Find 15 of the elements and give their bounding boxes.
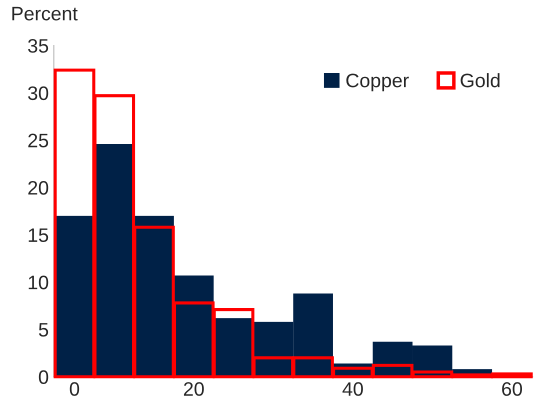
y-tick-label: 0 xyxy=(38,370,48,384)
x-tick-label: 0 xyxy=(70,382,80,396)
y-axis-title: Percent xyxy=(12,6,78,20)
x-tick-label: 20 xyxy=(184,382,204,396)
y-tick-label: 15 xyxy=(28,228,48,242)
x-tick-label: 40 xyxy=(342,382,363,396)
y-tick-label: 5 xyxy=(38,323,48,337)
y-tick-label: 35 xyxy=(28,39,48,53)
legend-label: Gold xyxy=(460,73,500,88)
y-tick-label: 20 xyxy=(28,180,48,195)
y-tick-label: 25 xyxy=(28,134,48,148)
x-tick-label: 60 xyxy=(502,382,522,396)
legend-label: Copper xyxy=(346,74,409,92)
y-tick-label: 10 xyxy=(28,276,48,290)
y-tick-label: 30 xyxy=(28,86,48,100)
